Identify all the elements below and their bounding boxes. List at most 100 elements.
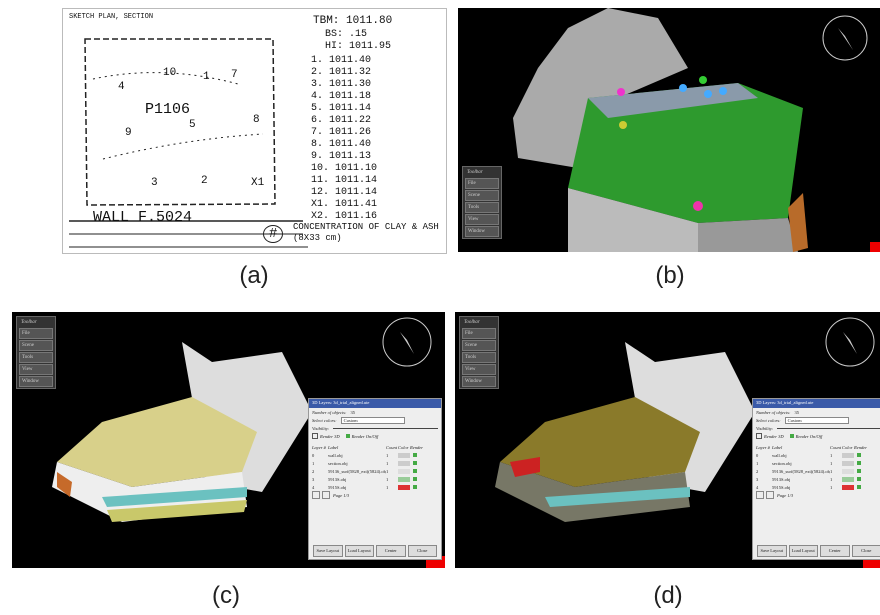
cell: 3 (756, 477, 772, 482)
swatch (398, 485, 410, 490)
dropdown[interactable]: Custom (341, 417, 405, 424)
button[interactable]: Center (376, 545, 406, 557)
toolbar-button[interactable]: Window (19, 376, 53, 387)
row: 259136_surf(5828_ext)(5824).obj1 (753, 467, 880, 475)
toolbar-title: Toolbar (19, 318, 53, 327)
header: Layer # (312, 445, 328, 450)
dropdown[interactable]: Custom (785, 417, 849, 424)
header: Count (830, 445, 842, 450)
button[interactable]: Load Layout (345, 545, 375, 557)
sketch-panel: SKETCH PLAN, SECTION TBM: 1011.80 BS: .1… (62, 8, 447, 254)
button[interactable]: Load Layout (789, 545, 819, 557)
note: CONCENTRATION OF CLAY & ASH (8X33 cm) (293, 222, 443, 244)
header: Layer # (756, 445, 772, 450)
plan-number: 9 (125, 127, 132, 139)
cell: 4 (756, 485, 772, 490)
row: Select colors: Custom (753, 416, 880, 424)
checkbox (413, 469, 417, 473)
layer-panel: 3D Layers: 3d_trial_aligned.uteNumber of… (308, 398, 442, 560)
checkbox (346, 434, 350, 438)
label: Render On/Off (352, 434, 379, 439)
swatch (842, 485, 854, 490)
row: Page 1/3 (309, 491, 441, 499)
header: Color (398, 445, 410, 450)
toolbar-button[interactable]: View (465, 214, 499, 225)
toolbar-button[interactable]: Scene (462, 340, 496, 351)
bs: BS: .15 (325, 29, 367, 40)
slider (777, 428, 880, 429)
plan-number: 1 (203, 71, 210, 83)
caption: (d) (638, 582, 698, 610)
button[interactable]: Save Layout (313, 545, 343, 557)
toolbar-button[interactable]: Window (462, 376, 496, 387)
cell: 1 (386, 477, 398, 482)
swatch (842, 453, 854, 458)
value: 35 (795, 410, 800, 415)
toolbar-button[interactable]: View (19, 364, 53, 375)
cell: 59136_surf(5828_ext)(5824).obj (772, 469, 830, 474)
cell: 1 (830, 477, 842, 482)
plan-number: 10 (163, 67, 176, 79)
slider (333, 428, 438, 429)
checkbox (857, 485, 861, 489)
cell: 0 (312, 453, 328, 458)
toolbar-button[interactable]: Tools (19, 352, 53, 363)
row: Visibility: (753, 424, 880, 432)
toolbar-button[interactable]: Tools (465, 202, 499, 213)
cell: 4 (312, 485, 328, 490)
toolbar-button[interactable]: Window (465, 226, 499, 237)
cell: 0 (756, 453, 772, 458)
row: Number of objects: 35 (753, 408, 880, 416)
checkbox (413, 453, 417, 457)
toolbar-button[interactable]: Tools (462, 352, 496, 363)
caption: (c) (196, 582, 256, 610)
panel-title: 3D Layers: 3d_trial_aligned.ute (753, 399, 880, 408)
header: Count (386, 445, 398, 450)
reading: 3. 1011.30 (311, 79, 377, 91)
plan-number: 8 (253, 114, 260, 126)
cell: section.obj (772, 461, 830, 466)
value: 35 (351, 410, 356, 415)
header: Label (772, 445, 830, 450)
swatch (398, 461, 410, 466)
toolbar-button[interactable]: Scene (19, 340, 53, 351)
plan-number: 7 (231, 69, 238, 81)
label: Number of objects: (756, 410, 791, 415)
nav (766, 491, 774, 499)
button[interactable]: Save Layout (757, 545, 787, 557)
button[interactable]: Center (820, 545, 850, 557)
cell: 1 (386, 453, 398, 458)
scene-d: ToolbarFileSceneToolsViewWindow 3D Layers… (455, 312, 880, 568)
checkbox (790, 434, 794, 438)
button[interactable]: Close (852, 545, 880, 557)
swatch (398, 453, 410, 458)
page: SKETCH PLAN, SECTION TBM: 1011.80 BS: .1… (0, 0, 880, 615)
header: Render (410, 445, 422, 450)
toolbar-button[interactable]: File (462, 328, 496, 339)
cell: 1 (386, 461, 398, 466)
header: Label (328, 445, 386, 450)
scene-c: ToolbarFileSceneToolsViewWindow 3D Layers… (12, 312, 445, 568)
label: Select colors: (756, 418, 781, 423)
cell: 3 (312, 477, 328, 482)
toolbar-button[interactable]: Scene (465, 190, 499, 201)
row: Save LayoutLoad LayoutCenterClose (309, 545, 441, 556)
button[interactable]: Close (408, 545, 438, 557)
row: 45915S.obj1 (309, 483, 441, 491)
swatch (842, 477, 854, 482)
row: Visibility: (309, 424, 441, 432)
toolbar-button[interactable]: File (19, 328, 53, 339)
reading: 7. 1011.26 (311, 127, 377, 139)
toolbar-button[interactable]: View (462, 364, 496, 375)
toolbar-button[interactable]: File (465, 178, 499, 189)
